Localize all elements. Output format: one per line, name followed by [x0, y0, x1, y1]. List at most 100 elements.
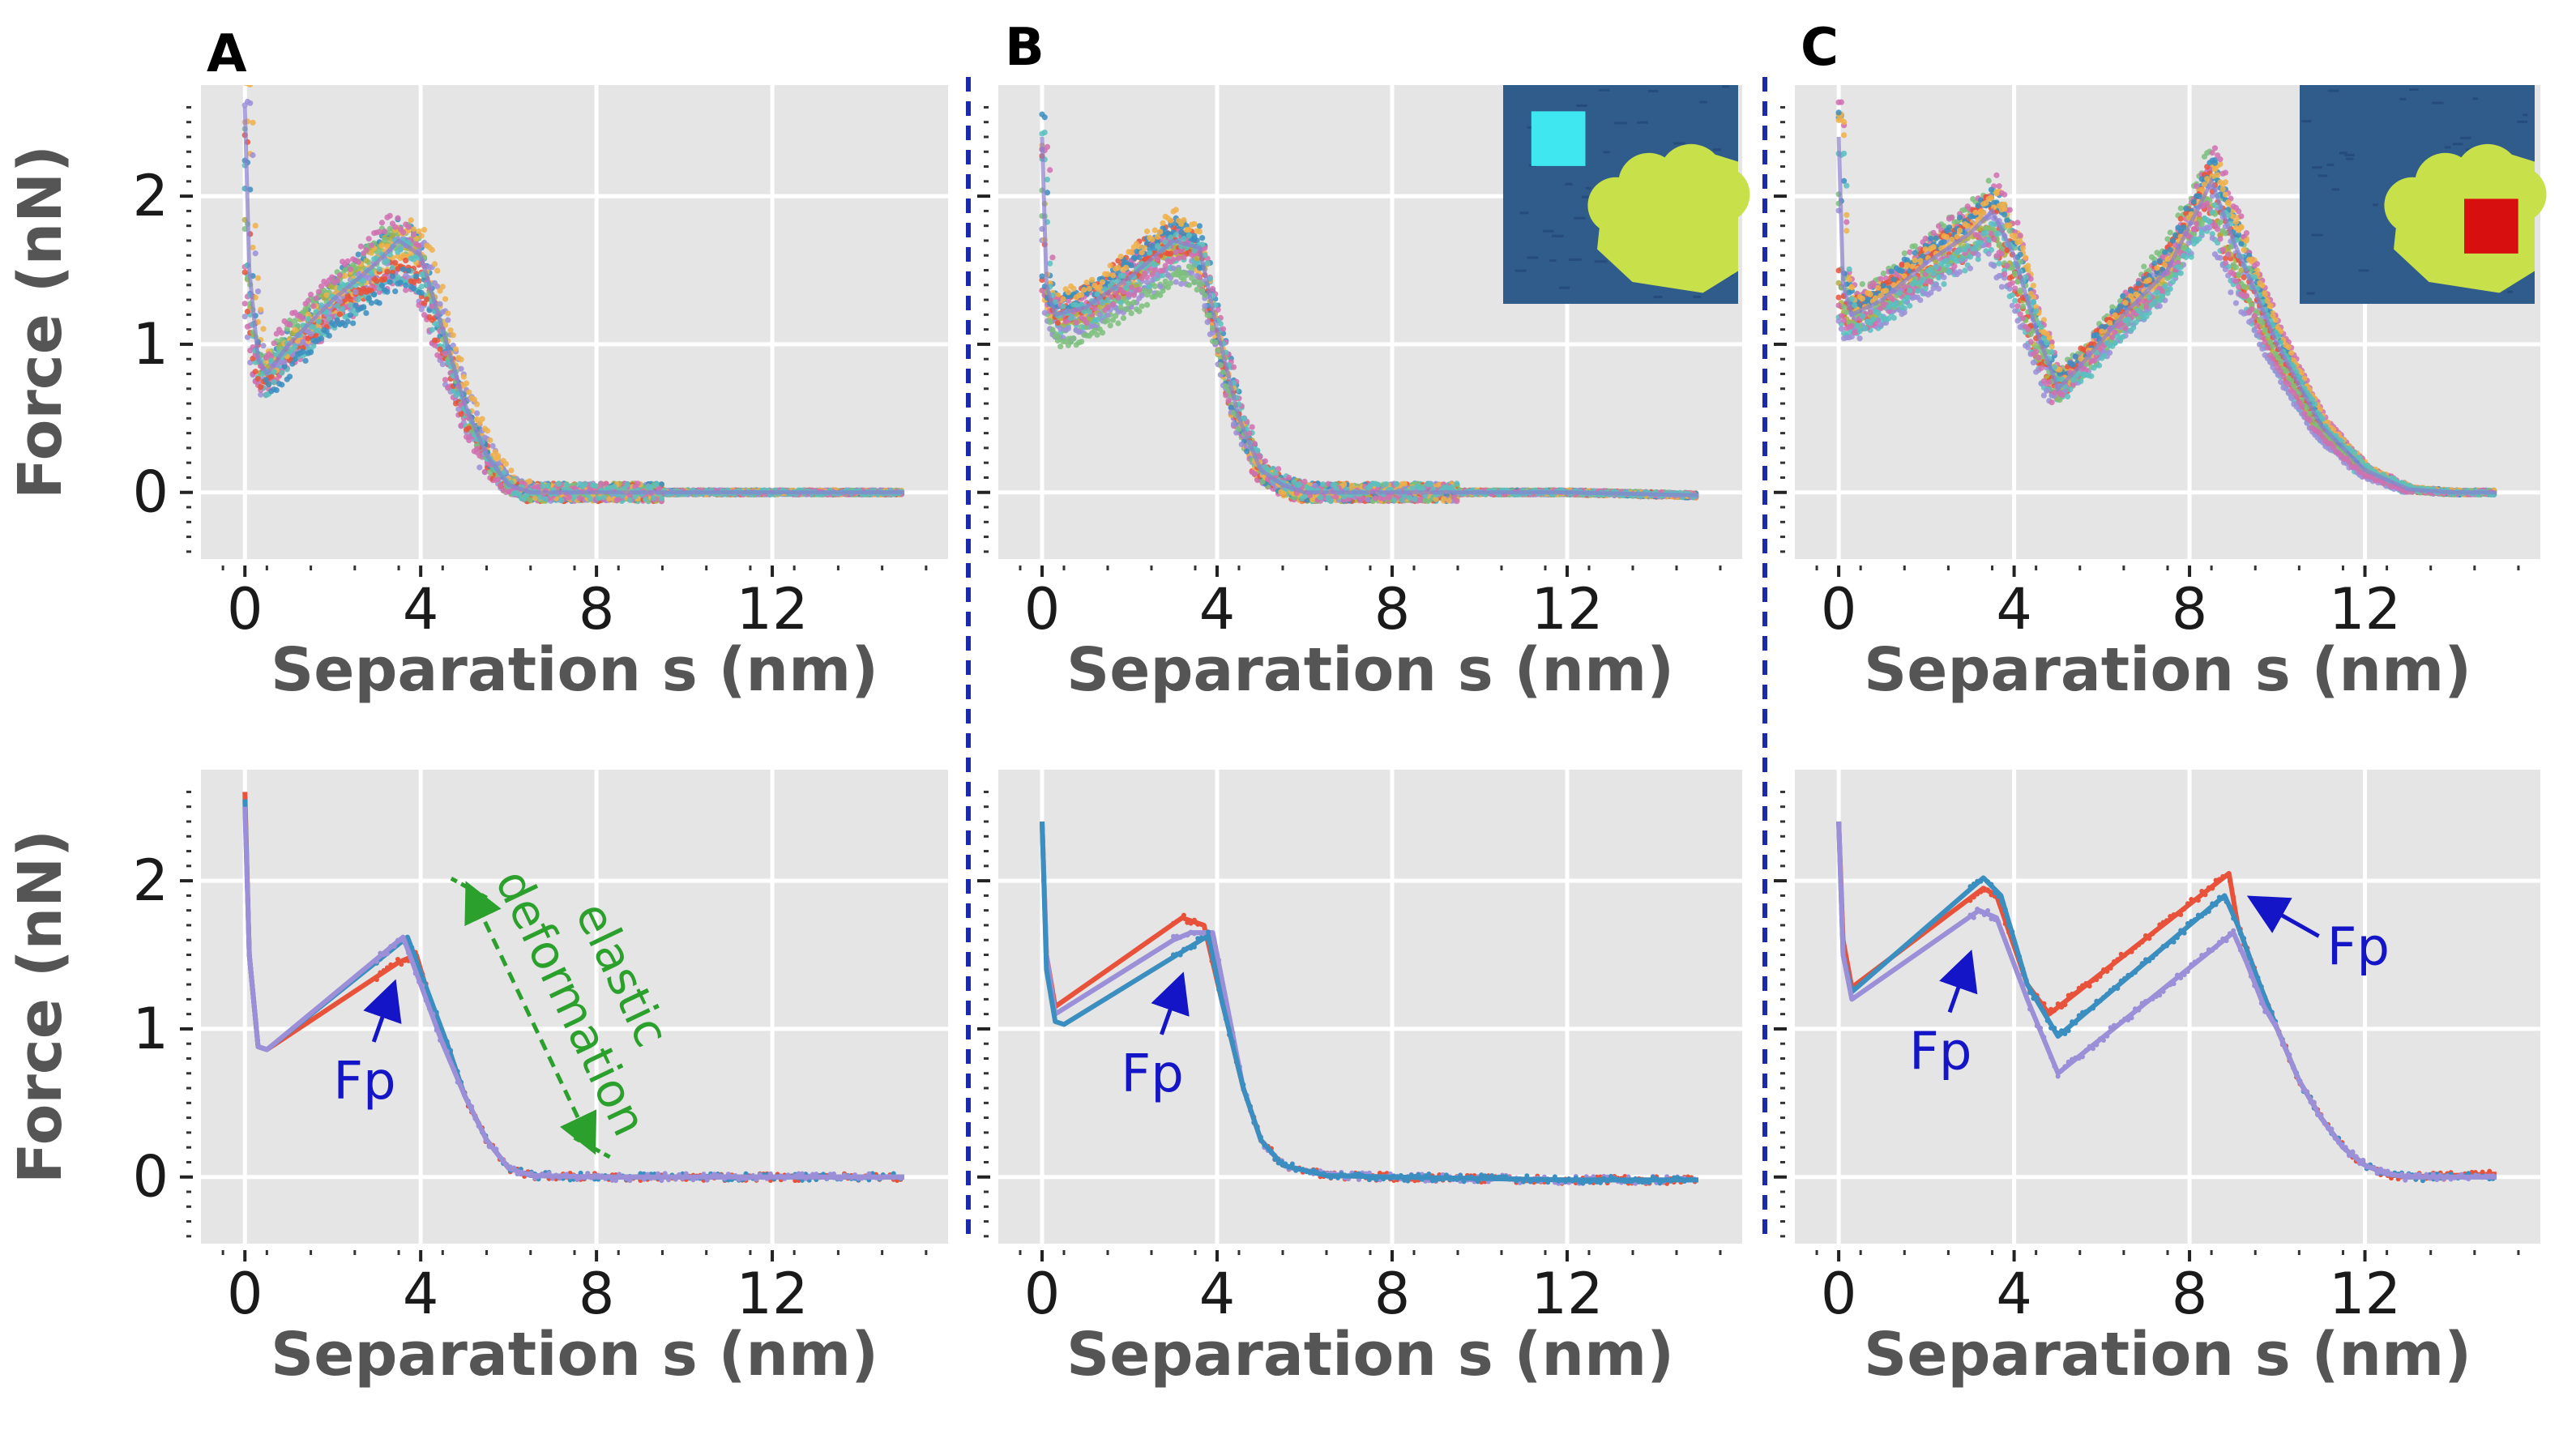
scatter-point: [300, 348, 306, 355]
panel-letter-B: B: [1005, 18, 1044, 78]
scatter-point: [244, 308, 251, 315]
scatter-point: [368, 242, 375, 249]
scatter-point: [260, 326, 267, 332]
scatter-point: [498, 482, 504, 489]
scatter-point: [292, 344, 298, 350]
scatter-point: [254, 375, 262, 382]
x-tick-label: 12: [737, 576, 809, 642]
scatter-point: [597, 480, 604, 487]
scatter-point: [279, 369, 285, 376]
scatter-point: [323, 309, 330, 315]
scatter-point: [254, 288, 262, 295]
scatter-point: [403, 287, 409, 293]
scatter-point: [352, 264, 359, 271]
scatter-point: [397, 280, 404, 286]
scatter-point: [247, 85, 254, 88]
x-tick-label: 0: [227, 576, 263, 642]
scatter-point: [434, 284, 441, 290]
scatter-point: [368, 270, 375, 277]
scatter-point: [545, 483, 552, 489]
scatter-point: [254, 318, 262, 325]
scatter-point: [344, 258, 351, 265]
scatter-point: [563, 481, 570, 488]
scatter-point: [384, 268, 391, 275]
scatter-point: [307, 331, 314, 337]
scatter-point: [363, 258, 370, 264]
scatter-point: [268, 373, 275, 380]
scatter-point: [334, 317, 340, 323]
scatter-point: [418, 289, 425, 297]
scatter-point: [397, 246, 404, 253]
scatter-point: [595, 495, 601, 502]
scatter-point: [258, 306, 264, 313]
scatter-point: [258, 391, 264, 398]
scatter-point: [399, 229, 407, 236]
scatter-point: [368, 300, 375, 306]
scatter-point: [318, 335, 325, 342]
scatter-point: [416, 278, 422, 284]
scatter-point: [1199, 235, 1206, 241]
scatter-point: [587, 496, 594, 502]
scatter-point: [439, 361, 446, 368]
scatter-point: [342, 272, 348, 280]
scatter-point: [355, 251, 361, 258]
scatter-point: [410, 231, 417, 238]
scatter-point: [378, 220, 386, 226]
scatter-point: [431, 261, 438, 267]
x-tick-label: 0: [1024, 576, 1061, 642]
scatter-point: [347, 301, 353, 309]
y-axis-label: Force (nN): [6, 145, 75, 499]
x-tick-label: 12: [1531, 576, 1603, 642]
scatter-point: [241, 269, 248, 275]
scatter-point: [252, 250, 258, 257]
mean-curve: [242, 107, 904, 495]
scatter-point: [310, 343, 317, 349]
scatter-point: [265, 381, 272, 387]
scatter-point: [365, 295, 372, 301]
scatter-point: [334, 303, 340, 309]
scatter-point: [357, 290, 365, 297]
scatter-point: [471, 396, 477, 403]
scatter-point: [658, 495, 664, 502]
scatter-point: [305, 311, 311, 318]
scatter-point: [600, 494, 607, 501]
scatter-point: [521, 496, 528, 502]
scatter-point: [1144, 241, 1151, 247]
x-axis-label: Separation s (nm): [271, 635, 878, 705]
scatter-point: [434, 267, 441, 274]
scatter-point: [271, 379, 277, 386]
scatter-point: [540, 483, 546, 489]
y-tick-label: 0: [132, 459, 169, 526]
scatter-point: [363, 247, 370, 254]
y-tick-label: 2: [132, 163, 169, 229]
scatter-point: [344, 318, 351, 325]
scatter-point: [384, 258, 391, 265]
scatter-point: [252, 222, 258, 229]
scatter-point: [458, 422, 464, 429]
scatter-point: [537, 494, 544, 501]
scatter-point: [300, 315, 306, 322]
scatter-point: [357, 243, 365, 250]
scatter-point: [558, 497, 565, 504]
scatter-point: [279, 382, 285, 388]
x-tick-label: 4: [1199, 576, 1236, 642]
scatter-point: [476, 464, 483, 471]
panel-letter-A: A: [207, 24, 247, 84]
scatter-point: [292, 327, 298, 333]
scatter-point: [429, 317, 435, 323]
scatter-point: [271, 369, 277, 375]
scatter-point: [429, 327, 435, 333]
scatter-point: [268, 353, 275, 360]
scatter-point: [626, 497, 633, 503]
scatter-point: [281, 363, 288, 369]
scatter-point: [458, 365, 464, 372]
scatter-point: [576, 495, 583, 502]
scatter-point: [347, 296, 353, 303]
scatter-point: [442, 296, 449, 302]
scatter-point: [632, 493, 639, 500]
scatter-point: [368, 250, 375, 256]
scatter-point: [452, 346, 459, 352]
